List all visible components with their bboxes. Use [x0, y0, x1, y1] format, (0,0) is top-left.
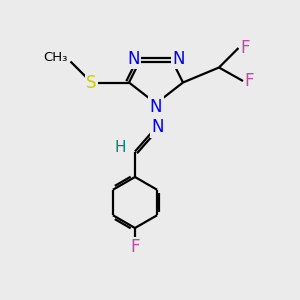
- Text: CH₃: CH₃: [43, 51, 68, 64]
- Text: N: N: [127, 50, 140, 68]
- Text: N: N: [151, 118, 164, 136]
- Text: N: N: [172, 50, 185, 68]
- Text: F: F: [245, 72, 254, 90]
- Text: S: S: [86, 74, 97, 92]
- Text: F: F: [240, 39, 250, 57]
- Text: N: N: [150, 98, 162, 116]
- Text: H: H: [115, 140, 126, 154]
- Text: F: F: [130, 238, 140, 256]
